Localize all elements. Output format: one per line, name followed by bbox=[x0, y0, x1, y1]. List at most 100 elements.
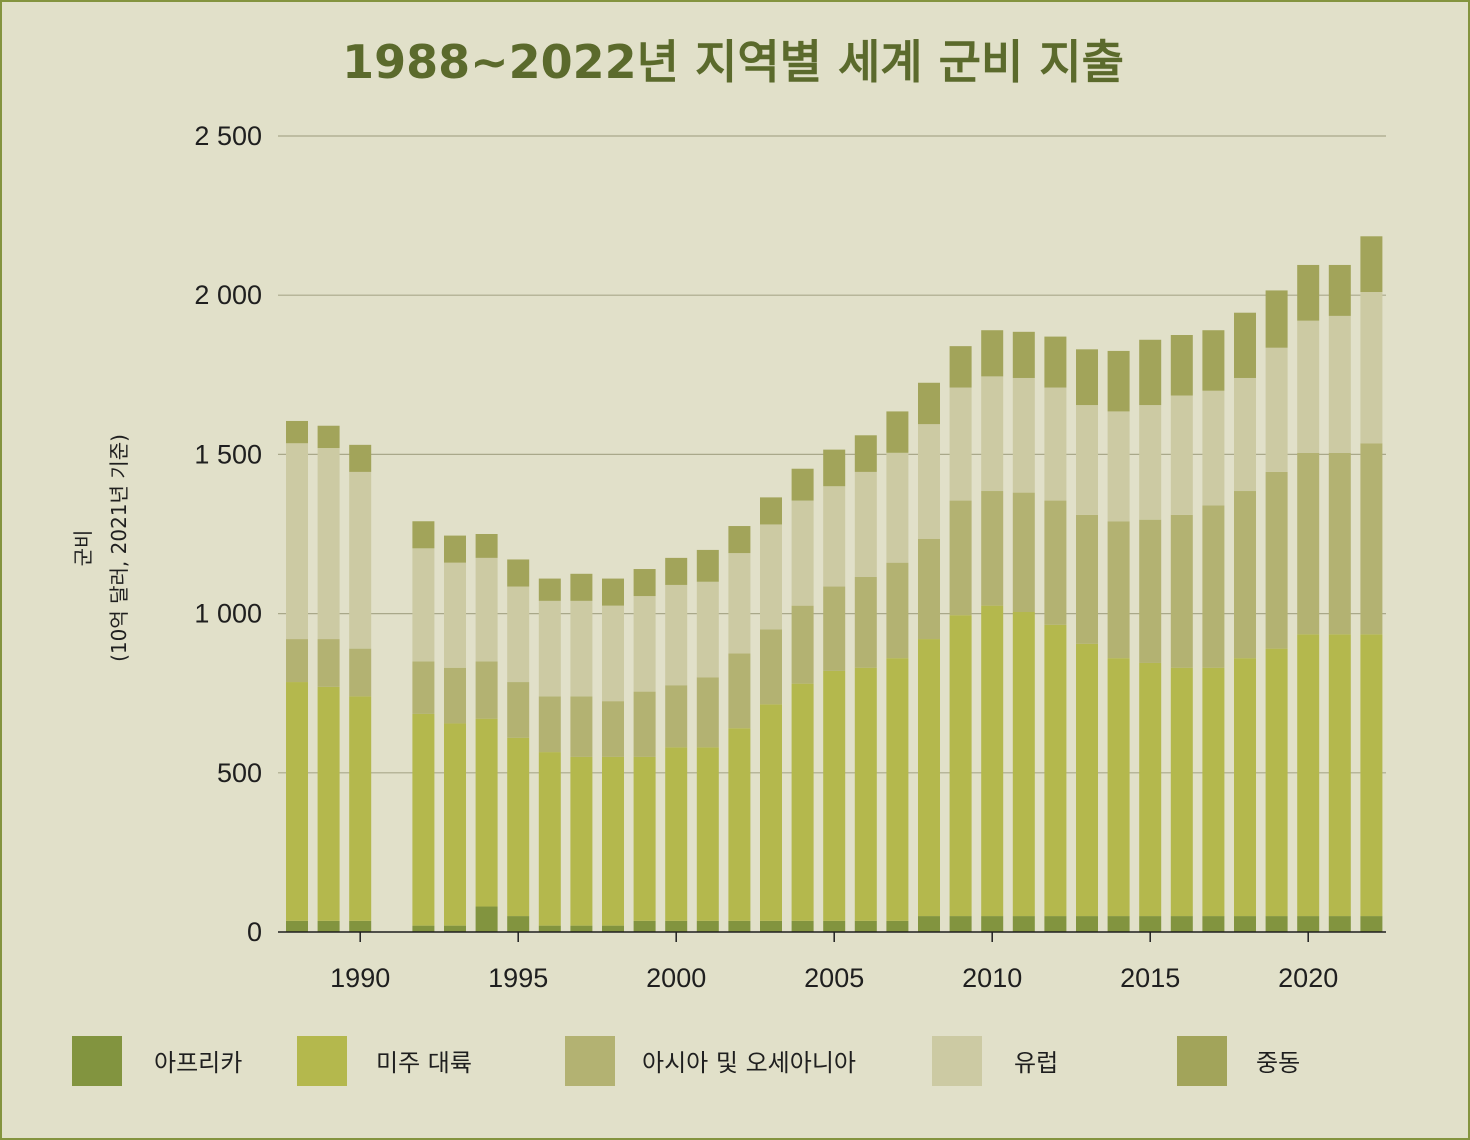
bar-segment bbox=[538, 578, 561, 601]
bar-segment bbox=[728, 653, 751, 729]
bar-segment bbox=[1202, 505, 1225, 668]
y-tick-label: 2 000 bbox=[194, 280, 262, 310]
bar-segment bbox=[949, 387, 972, 501]
bar-segment bbox=[444, 925, 466, 932]
bar-segment bbox=[791, 605, 814, 684]
bar-segment bbox=[1139, 916, 1162, 932]
x-tick-label: 2015 bbox=[1120, 963, 1180, 993]
bar-segment bbox=[1234, 312, 1256, 378]
bar-segment bbox=[412, 661, 435, 714]
bar-segment bbox=[475, 534, 498, 558]
bar-segment bbox=[760, 920, 782, 932]
bar-segment bbox=[349, 648, 372, 697]
bar-segment bbox=[1234, 916, 1256, 932]
bar-segment bbox=[507, 586, 530, 683]
bar-segment bbox=[854, 435, 877, 472]
bar-segment bbox=[1265, 471, 1288, 649]
bar-segment bbox=[1012, 331, 1035, 378]
bar-segment bbox=[1328, 264, 1351, 316]
bar-segment bbox=[854, 471, 877, 577]
bar-segment bbox=[1360, 443, 1383, 635]
bar-segment bbox=[1076, 514, 1098, 644]
bar-segment bbox=[665, 920, 688, 932]
bar-segment bbox=[728, 728, 751, 921]
bar-segment bbox=[665, 557, 688, 585]
y-axis-sublabel: (10억 달러, 2021년 기준) bbox=[107, 434, 131, 662]
x-tick-label: 2020 bbox=[1278, 963, 1338, 993]
bar-segment bbox=[886, 452, 909, 563]
bar-segment bbox=[696, 747, 719, 921]
axes: 1990 1995 2000 2005 2010 2015 2020 bbox=[278, 931, 1386, 993]
bar-segment bbox=[1170, 514, 1193, 668]
legend-swatch bbox=[565, 1036, 615, 1086]
bar-segment bbox=[981, 916, 1004, 932]
bar-segment bbox=[823, 920, 846, 932]
bar-segment bbox=[412, 521, 435, 549]
bar-segment bbox=[1360, 916, 1383, 932]
bar-segment bbox=[1328, 634, 1351, 917]
bar-segment bbox=[1170, 395, 1193, 515]
bar-segment bbox=[918, 916, 940, 932]
bar-segment bbox=[791, 683, 814, 921]
bar-segment bbox=[412, 713, 435, 926]
bar-segment bbox=[1202, 916, 1225, 932]
x-tick-label: 1990 bbox=[330, 963, 390, 993]
bar-segment bbox=[728, 553, 751, 654]
bar-segment bbox=[444, 723, 466, 926]
bar-segment bbox=[949, 615, 972, 917]
legend: 아프리카 미주 대륙 아시아 및 오세아니아 유럽 중동 bbox=[72, 1036, 1300, 1086]
bar-segment bbox=[570, 696, 593, 757]
bar-segment bbox=[665, 685, 688, 748]
bar-segment bbox=[475, 661, 498, 719]
y-axis-label: 군비 bbox=[71, 530, 95, 567]
bar-segment bbox=[918, 382, 940, 425]
bar-segment bbox=[1012, 916, 1035, 932]
bar-segment bbox=[918, 538, 940, 640]
bars bbox=[286, 236, 1383, 932]
bar-segment bbox=[538, 752, 561, 926]
bar-segment bbox=[286, 682, 308, 921]
bar-segment bbox=[791, 468, 814, 501]
bar-segment bbox=[1139, 405, 1162, 520]
bar-segment bbox=[1234, 377, 1256, 492]
bar-segment bbox=[412, 548, 435, 662]
bar-segment bbox=[349, 471, 372, 649]
bar-segment bbox=[1076, 405, 1098, 515]
bar-segment bbox=[1328, 452, 1351, 635]
x-tick-label: 2000 bbox=[646, 963, 706, 993]
bar-segment bbox=[823, 670, 846, 921]
bar-segment bbox=[886, 920, 909, 932]
bar-segment bbox=[1360, 634, 1383, 917]
bar-segment bbox=[1012, 377, 1035, 493]
y-tick-label: 500 bbox=[217, 758, 262, 788]
bar-segment bbox=[728, 526, 751, 554]
bar-segment bbox=[1107, 916, 1130, 932]
bar-segment bbox=[1265, 347, 1288, 472]
bar-segment bbox=[1297, 916, 1320, 932]
bar-segment bbox=[1076, 916, 1098, 932]
bar-segment bbox=[1044, 336, 1067, 388]
bar-segment bbox=[633, 691, 656, 757]
bar-segment bbox=[949, 916, 972, 932]
bar-segment bbox=[633, 920, 656, 932]
bar-segment bbox=[1044, 387, 1067, 501]
bar-segment bbox=[507, 682, 530, 738]
bar-segment bbox=[791, 920, 814, 932]
bar-segment bbox=[633, 756, 656, 921]
bar-segment bbox=[1170, 335, 1193, 396]
bar-segment bbox=[1202, 330, 1225, 391]
bar-segment bbox=[1044, 624, 1067, 917]
y-tick-label: 0 bbox=[247, 917, 262, 947]
bar-segment bbox=[317, 425, 340, 449]
bar-segment bbox=[1265, 290, 1288, 348]
bar-segment bbox=[981, 491, 1004, 606]
bar-segment bbox=[1170, 667, 1193, 917]
bar-segment bbox=[317, 639, 340, 687]
bar-segment bbox=[475, 718, 498, 907]
bar-segment bbox=[286, 639, 308, 683]
bar-segment bbox=[1328, 916, 1351, 932]
bar-segment bbox=[602, 578, 624, 606]
bar-segment bbox=[1234, 491, 1256, 659]
bar-segment bbox=[1107, 658, 1130, 917]
bar-segment bbox=[1297, 452, 1320, 635]
